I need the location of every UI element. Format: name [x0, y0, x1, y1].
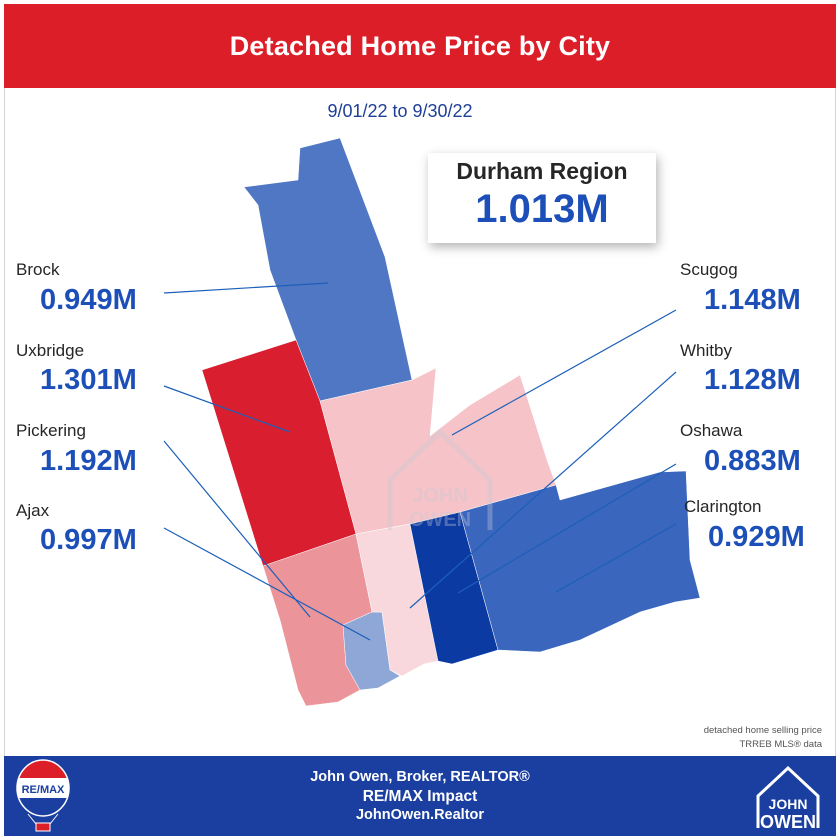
- leader-scugog: [451, 309, 677, 436]
- city-label-brock: Brock: [16, 260, 60, 279]
- header-banner: Detached Home Price by City: [4, 4, 836, 88]
- city-value-whitby: 1.128M: [704, 364, 801, 396]
- region-name: Durham Region: [456, 158, 628, 184]
- footer-agent: John Owen, Broker, REALTOR®: [310, 769, 530, 785]
- note-line-2: TRREB MLS® data: [739, 739, 823, 750]
- watermark-owen: OWEN: [409, 509, 471, 531]
- city-value-oshawa: 0.883M: [704, 445, 801, 477]
- remax-balloon-logo: RE/MAX: [16, 759, 70, 832]
- leader-brock: [163, 282, 329, 294]
- footer-brokerage: RE/MAX Impact: [362, 788, 478, 805]
- city-label-whitby: Whitby: [680, 341, 732, 360]
- john-owen-logo: JOHN OWEN: [756, 765, 820, 832]
- leader-oshawa: [457, 463, 677, 594]
- leader-uxbridge: [163, 385, 291, 433]
- leader-whitby: [409, 371, 677, 609]
- city-value-uxbridge: 1.301M: [40, 364, 137, 396]
- leader-lines: [163, 282, 677, 641]
- jo-logo-john: JOHN: [769, 796, 808, 812]
- region-oshawa[interactable]: [409, 511, 499, 665]
- city-label-scugog: Scugog: [680, 260, 738, 279]
- remax-balloon-text: RE/MAX: [22, 784, 65, 796]
- leader-clarington: [555, 523, 677, 593]
- note-line-1: detached home selling price: [703, 725, 822, 736]
- city-label-clarington: Clarington: [684, 497, 762, 516]
- city-value-ajax: 0.997M: [40, 524, 137, 556]
- footer-website[interactable]: JohnOwen.Realtor: [355, 807, 485, 823]
- page-title: Detached Home Price by City: [229, 30, 611, 61]
- region-value: 1.013M: [475, 187, 609, 231]
- region-summary-card: Durham Region 1.013M: [428, 153, 656, 243]
- city-label-pickering: Pickering: [16, 421, 86, 440]
- city-label-ajax: Ajax: [16, 501, 50, 520]
- region-clarington[interactable]: [459, 470, 701, 653]
- leader-ajax: [163, 527, 371, 641]
- city-value-clarington: 0.929M: [708, 521, 805, 553]
- footer-banner: [4, 756, 836, 836]
- city-value-scugog: 1.148M: [704, 284, 801, 316]
- jo-logo-owen: OWEN: [760, 812, 816, 832]
- city-value-pickering: 1.192M: [40, 445, 137, 477]
- city-label-uxbridge: Uxbridge: [16, 341, 85, 360]
- watermark-john: JOHN: [412, 485, 468, 507]
- date-range: 9/01/22 to 9/30/22: [327, 101, 473, 121]
- footer-text: John Owen, Broker, REALTOR® RE/MAX Impac…: [0, 768, 840, 825]
- watermark-logo: JOHN OWEN: [387, 428, 493, 531]
- leader-pickering: [163, 440, 311, 618]
- city-value-brock: 0.949M: [40, 284, 137, 316]
- data-source-note: detached home selling price TRREB MLS® d…: [704, 724, 822, 752]
- city-label-oshawa: Oshawa: [680, 421, 743, 440]
